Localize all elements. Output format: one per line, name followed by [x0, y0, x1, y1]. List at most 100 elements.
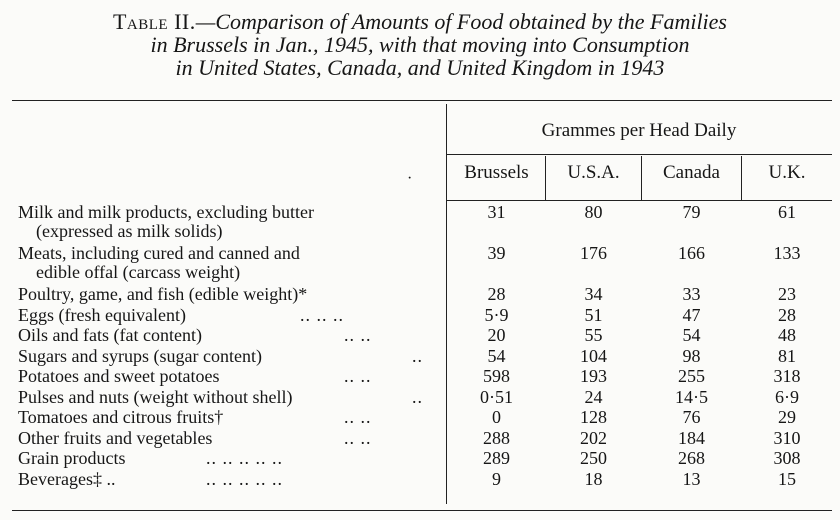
top-rule [12, 100, 832, 101]
cell-usa: 80 [584, 202, 603, 222]
cell-usa: 104 [580, 345, 607, 366]
caption-title-1: Comparison of Amounts of Food obtained b… [215, 9, 727, 34]
group-header: Grammes per Head Daily [541, 120, 737, 141]
table-row: Potatoes and sweet potatoes .. .. 598 19… [0, 367, 840, 388]
cell-uk: 133 [773, 243, 801, 263]
cell-canada: 76 [682, 407, 701, 427]
row-label-line-2: (expressed as milk solids) [36, 221, 223, 241]
table-row: Eggs (fresh equivalent) .. .. .. 5·9 51 … [0, 304, 840, 327]
cell-canada: 98 [682, 345, 701, 366]
row-label: Eggs (fresh equivalent) [18, 304, 186, 325]
column-header-uk: U.K. [768, 162, 806, 183]
row-leaders: .. [412, 386, 423, 407]
row-leaders: .. .. .. .. .. [206, 468, 283, 489]
table-row: Grain products .. .. .. .. .. 289 250 26… [0, 449, 840, 470]
cell-canada: 33 [682, 284, 701, 304]
row-label-line-1: Meats, including cured and canned and [18, 243, 300, 263]
cell-brussels: 39 [487, 243, 506, 263]
column-header-rule [446, 200, 832, 201]
row-label: Meats, including cured and canned and edi… [18, 244, 438, 282]
cell-uk: 28 [778, 304, 796, 325]
caption-line-3: in United States, Canada, and United Kin… [175, 55, 665, 80]
cell-uk: 81 [778, 345, 796, 366]
cell-brussels: 288 [483, 427, 510, 448]
row-leaders: .. .. [344, 407, 372, 427]
row-label: Beverages‡ .. [18, 468, 116, 489]
cell-canada: 54 [682, 325, 701, 345]
cell-canada: 14·5 [675, 386, 708, 407]
row-label: Grain products [18, 448, 126, 468]
column-divider-3 [741, 156, 742, 200]
row-label: Tomatoes and citrous fruits† [18, 407, 224, 427]
caption-line-2: in Brussels in Jan., 1945, with that mov… [150, 32, 690, 57]
row-label: Sugars and syrups (sugar content) [18, 345, 262, 366]
cell-usa: 18 [584, 468, 603, 489]
row-leaders: .. .. [344, 427, 372, 448]
caption-dash: — [195, 9, 216, 34]
caption-line-1: Table II.—Comparison of Amounts of Food … [10, 10, 830, 33]
row-leaders: .. .. .. .. .. [206, 448, 283, 468]
table-row: Tomatoes and citrous fruits† .. .. 0 128… [0, 408, 840, 429]
column-header-brussels: Brussels [464, 162, 529, 183]
cell-usa: 193 [580, 366, 607, 386]
cell-brussels: 54 [487, 345, 506, 366]
bottom-rule [12, 510, 832, 511]
column-header-usa: U.S.A. [567, 162, 620, 183]
table-caption: Table II.—Comparison of Amounts of Food … [10, 10, 830, 79]
cell-uk: 15 [778, 468, 796, 489]
cell-canada: 47 [682, 304, 701, 325]
stub-header-dot: · [407, 170, 413, 187]
column-header-canada: Canada [663, 162, 720, 183]
row-leaders: .. .. [344, 325, 372, 345]
cell-usa: 55 [584, 325, 603, 345]
table-row: Poultry, game, and fish (edible weight)*… [0, 285, 840, 306]
cell-canada: 13 [682, 468, 701, 489]
row-label: Other fruits and vegetables [18, 427, 213, 448]
table-body: Milk and milk products, excluding butter… [0, 203, 840, 490]
cell-brussels: 20 [487, 325, 506, 345]
cell-brussels: 28 [487, 284, 506, 304]
stub-divider [446, 104, 447, 504]
group-header-rule [446, 154, 832, 155]
cell-uk: 48 [778, 325, 796, 345]
table-number: Table II. [112, 9, 196, 34]
cell-canada: 268 [678, 448, 705, 468]
cell-uk: 308 [773, 448, 801, 468]
table-row: Pulses and nuts (weight without shell) .… [0, 386, 840, 409]
table-row: Meats, including cured and canned and edi… [0, 244, 840, 285]
cell-uk: 6·9 [775, 386, 799, 407]
table-row: Other fruits and vegetables .. .. 288 20… [0, 427, 840, 450]
row-leaders: .. [412, 345, 423, 366]
row-label: Oils and fats (fat content) [18, 325, 202, 345]
cell-uk: 61 [778, 202, 796, 222]
cell-canada: 79 [682, 202, 701, 222]
cell-usa: 176 [580, 243, 607, 263]
table-row: Sugars and syrups (sugar content) .. 54 … [0, 345, 840, 368]
table-row: Beverages‡ .. .. .. .. .. .. 9 18 13 15 [0, 468, 840, 491]
row-label: Poultry, game, and fish (edible weight)* [18, 284, 308, 304]
cell-usa: 24 [584, 386, 603, 407]
cell-brussels: 0 [492, 407, 501, 427]
cell-usa: 250 [580, 448, 607, 468]
cell-brussels: 598 [483, 366, 510, 386]
row-label: Milk and milk products, excluding butter… [18, 203, 438, 241]
cell-brussels: 31 [487, 202, 506, 222]
table-row: Oils and fats (fat content) .. .. 20 55 … [0, 326, 840, 347]
cell-uk: 318 [773, 366, 801, 386]
column-divider-2 [641, 156, 642, 200]
cell-uk: 29 [778, 407, 796, 427]
cell-canada: 184 [678, 427, 705, 448]
cell-canada: 166 [678, 243, 705, 263]
cell-usa: 34 [584, 284, 603, 304]
cell-usa: 128 [580, 407, 607, 427]
cell-brussels: 9 [492, 468, 501, 489]
cell-uk: 23 [778, 284, 796, 304]
row-leaders: .. .. .. [300, 304, 344, 325]
cell-brussels: 5·9 [484, 304, 509, 325]
row-leaders: .. .. [344, 366, 372, 386]
row-label-line-2: edible offal (carcass weight) [36, 262, 241, 282]
row-label-line-1: Milk and milk products, excluding butter [18, 202, 314, 222]
column-divider-1 [545, 156, 546, 200]
table-row: Milk and milk products, excluding butter… [0, 203, 840, 244]
